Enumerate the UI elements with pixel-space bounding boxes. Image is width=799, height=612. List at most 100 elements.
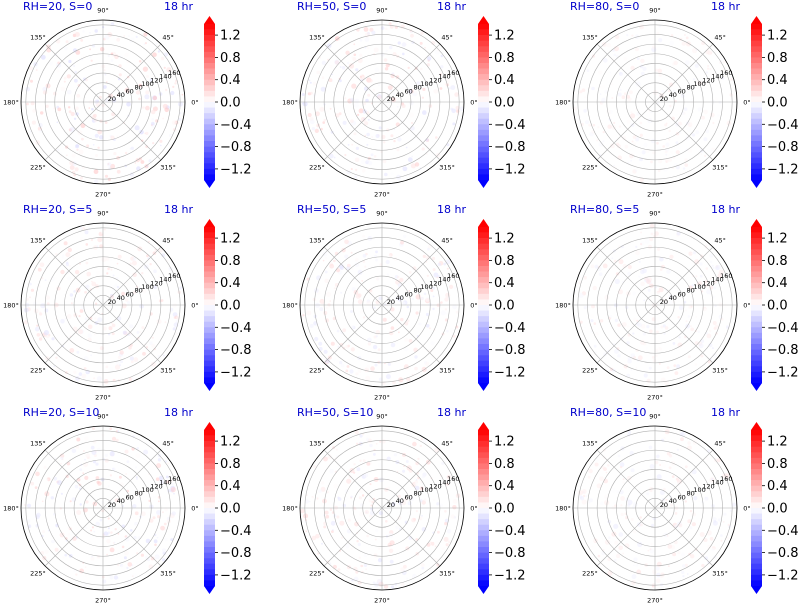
field-speckle bbox=[664, 326, 669, 330]
field-speckle bbox=[677, 316, 680, 319]
colorbar-segment bbox=[478, 344, 489, 350]
field-speckle bbox=[335, 36, 340, 41]
field-speckle bbox=[649, 329, 653, 334]
radial-tick-label: 80 bbox=[135, 287, 143, 295]
angular-tick-label: 45° bbox=[162, 236, 174, 244]
field-speckle bbox=[680, 581, 683, 583]
field-speckle bbox=[435, 136, 438, 139]
field-speckle bbox=[88, 55, 92, 59]
field-speckle bbox=[113, 541, 116, 544]
colorbar-segment bbox=[751, 430, 762, 436]
colorbar-segment bbox=[478, 243, 489, 250]
field-speckle bbox=[107, 55, 110, 57]
radial-tick-label: 140 bbox=[438, 73, 450, 81]
angular-grid-line bbox=[381, 449, 441, 509]
field-speckle bbox=[332, 358, 337, 362]
field-speckle bbox=[590, 538, 595, 544]
field-speckle bbox=[401, 42, 407, 47]
field-speckle bbox=[704, 556, 709, 560]
field-speckle bbox=[309, 323, 314, 328]
field-speckle bbox=[706, 255, 709, 258]
field-speckle bbox=[60, 456, 64, 460]
field-speckle bbox=[338, 112, 342, 116]
field-speckle bbox=[705, 129, 710, 134]
colorbar-tick-label: −0.4 bbox=[767, 118, 799, 133]
field-speckle bbox=[640, 231, 643, 234]
field-speckle bbox=[366, 46, 370, 49]
colorbar-tick-label: −0.8 bbox=[494, 343, 526, 358]
colorbar-segment bbox=[204, 238, 215, 245]
radial-tick-label: 60 bbox=[678, 290, 686, 298]
field-speckle bbox=[417, 75, 421, 79]
field-speckle bbox=[54, 252, 58, 256]
colorbar-extend-min bbox=[751, 383, 762, 391]
radial-tick-label: 20 bbox=[387, 298, 395, 306]
field-speckle bbox=[90, 354, 93, 357]
field-speckle bbox=[157, 134, 160, 137]
field-speckle bbox=[393, 128, 396, 131]
colorbar-tick-label: 1.2 bbox=[494, 29, 515, 44]
field-speckle bbox=[84, 317, 88, 321]
field-speckle bbox=[345, 369, 349, 373]
field-speckle bbox=[616, 554, 621, 558]
field-speckle bbox=[322, 121, 326, 124]
field-speckle bbox=[377, 462, 383, 468]
angular-tick-label: 270° bbox=[374, 191, 390, 199]
colorbar-segment bbox=[751, 519, 762, 526]
field-speckle bbox=[684, 60, 690, 66]
field-speckle bbox=[73, 65, 76, 67]
field-speckle bbox=[40, 303, 46, 309]
colorbar-segment bbox=[751, 243, 762, 250]
field-speckle bbox=[144, 132, 146, 135]
colorbar-segment bbox=[478, 163, 489, 170]
colorbar-tick-label: −1.2 bbox=[767, 365, 799, 380]
field-speckle bbox=[672, 552, 677, 557]
field-speckle bbox=[64, 537, 68, 540]
field-speckle bbox=[608, 305, 612, 309]
field-speckle bbox=[657, 169, 661, 172]
field-speckle bbox=[648, 137, 651, 141]
field-speckle bbox=[323, 118, 327, 122]
angular-tick-label: 270° bbox=[647, 394, 663, 402]
field-speckle bbox=[322, 251, 328, 257]
field-speckle bbox=[344, 496, 349, 501]
colorbar-segment bbox=[478, 168, 489, 175]
field-speckle bbox=[432, 268, 436, 272]
field-speckle bbox=[640, 281, 645, 286]
field-speckle bbox=[603, 467, 607, 471]
colorbar-tick-label: 0.8 bbox=[220, 51, 241, 66]
colorbar-extend-max bbox=[204, 422, 215, 430]
colorbar-segment bbox=[751, 457, 762, 464]
field-speckle bbox=[362, 234, 366, 238]
field-speckle bbox=[448, 75, 454, 81]
colorbar-segment bbox=[751, 157, 762, 164]
angular-tick-label: 45° bbox=[441, 33, 453, 41]
field-speckle bbox=[325, 358, 331, 364]
radial-tick-label: 100 bbox=[693, 283, 705, 291]
field-speckle bbox=[396, 148, 400, 152]
field-speckle bbox=[423, 498, 427, 502]
radial-tick-label: 120 bbox=[429, 279, 441, 287]
field-speckle bbox=[712, 352, 717, 358]
field-speckle bbox=[409, 100, 414, 106]
field-speckle bbox=[629, 90, 633, 95]
colorbar-segment bbox=[478, 513, 489, 520]
field-speckle bbox=[678, 336, 681, 339]
field-speckle bbox=[591, 304, 595, 309]
colorbar-segment bbox=[204, 63, 215, 69]
field-speckle bbox=[145, 90, 150, 95]
colorbar-segment bbox=[478, 563, 489, 570]
field-speckle bbox=[164, 321, 167, 324]
colorbar-segment bbox=[204, 491, 215, 498]
field-speckle bbox=[705, 71, 708, 74]
colorbar-segment bbox=[204, 146, 215, 153]
field-speckle bbox=[419, 469, 423, 473]
field-speckle bbox=[675, 165, 681, 170]
field-speckle bbox=[329, 64, 333, 69]
field-speckle bbox=[617, 92, 622, 97]
radial-tick-label: 140 bbox=[711, 479, 723, 487]
field-speckle bbox=[427, 247, 430, 251]
field-speckle bbox=[153, 295, 158, 299]
field-speckle bbox=[445, 482, 450, 486]
field-speckle bbox=[641, 150, 646, 155]
